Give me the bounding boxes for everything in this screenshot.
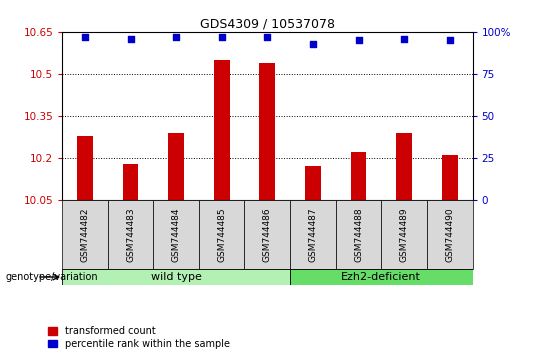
Bar xyxy=(442,155,458,200)
Point xyxy=(80,34,89,40)
Bar xyxy=(396,133,412,200)
Bar xyxy=(290,269,472,285)
Bar xyxy=(336,200,381,269)
Point xyxy=(400,36,408,41)
Bar xyxy=(62,200,107,269)
Bar xyxy=(153,200,199,269)
Point xyxy=(308,41,317,46)
Bar xyxy=(350,152,367,200)
Bar xyxy=(107,200,153,269)
Point xyxy=(263,34,272,40)
Bar xyxy=(123,164,138,200)
Text: GSM744488: GSM744488 xyxy=(354,207,363,262)
Text: GSM744482: GSM744482 xyxy=(80,207,90,262)
Bar xyxy=(214,60,230,200)
Text: GSM744484: GSM744484 xyxy=(172,207,180,262)
Bar xyxy=(305,166,321,200)
Text: GSM744489: GSM744489 xyxy=(400,207,409,262)
Bar xyxy=(168,133,184,200)
Bar xyxy=(259,63,275,200)
Text: Ezh2-deficient: Ezh2-deficient xyxy=(341,272,421,282)
Point xyxy=(172,34,180,40)
Text: GSM744483: GSM744483 xyxy=(126,207,135,262)
Point xyxy=(446,38,454,43)
Text: GSM744490: GSM744490 xyxy=(445,207,454,262)
Bar xyxy=(427,200,472,269)
Bar xyxy=(199,200,245,269)
Title: GDS4309 / 10537078: GDS4309 / 10537078 xyxy=(200,18,335,31)
Text: genotype/variation: genotype/variation xyxy=(5,272,98,282)
Text: GSM744485: GSM744485 xyxy=(217,207,226,262)
Bar xyxy=(245,200,290,269)
Text: wild type: wild type xyxy=(151,272,201,282)
Point xyxy=(354,38,363,43)
Text: GSM744486: GSM744486 xyxy=(263,207,272,262)
Bar xyxy=(290,200,336,269)
Bar xyxy=(62,269,290,285)
Legend: transformed count, percentile rank within the sample: transformed count, percentile rank withi… xyxy=(48,326,229,349)
Bar xyxy=(381,200,427,269)
Point xyxy=(218,34,226,40)
Text: GSM744487: GSM744487 xyxy=(308,207,318,262)
Bar xyxy=(77,136,93,200)
Point xyxy=(126,36,135,41)
